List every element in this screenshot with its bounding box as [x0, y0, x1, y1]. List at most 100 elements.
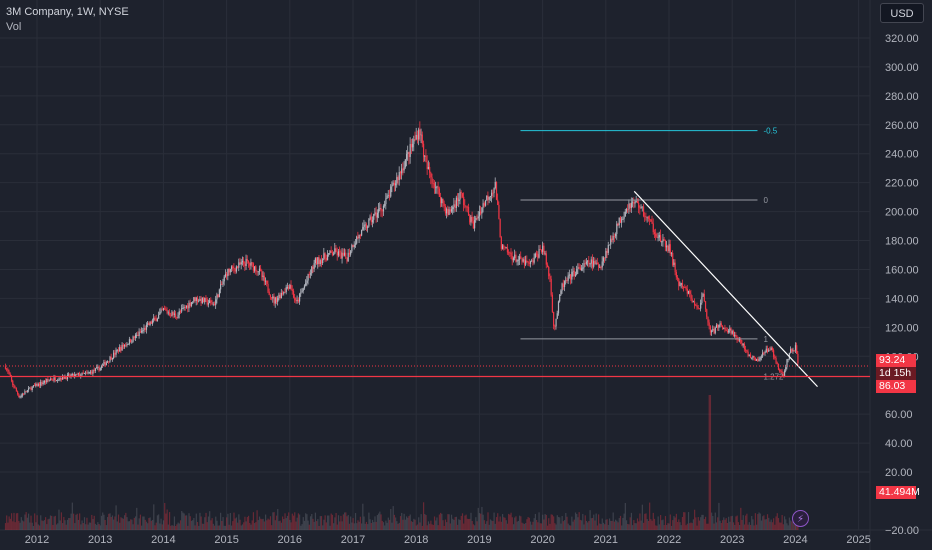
- volume-bar: [94, 523, 97, 530]
- volume-bar: [714, 512, 716, 530]
- candle-body: [85, 372, 87, 374]
- volume-bar: [234, 518, 236, 530]
- volume-bar: [700, 517, 702, 530]
- volume-bar: [108, 513, 110, 530]
- candle-body: [126, 344, 128, 346]
- volume-bar: [119, 522, 121, 530]
- volume-bar: [600, 524, 602, 530]
- candle-body: [619, 217, 622, 223]
- symbol-legend[interactable]: 3M Company, 1W, NYSE: [6, 6, 129, 18]
- volume-bar: [156, 515, 159, 530]
- volume-bar: [241, 524, 244, 530]
- candle-body: [380, 207, 382, 211]
- candle-body: [432, 183, 434, 185]
- lightning-icon[interactable]: ⚡︎: [792, 510, 809, 527]
- volume-bar: [426, 525, 428, 530]
- volume-bar: [40, 515, 42, 530]
- volume-bar: [687, 512, 690, 530]
- candle-body: [120, 347, 122, 351]
- volume-bar: [34, 513, 36, 530]
- volume-bar: [659, 515, 662, 530]
- candle-body: [407, 152, 409, 154]
- candle-body: [555, 318, 557, 327]
- volume-bar: [651, 520, 653, 530]
- candle-body: [610, 238, 612, 245]
- candle-body: [602, 257, 605, 262]
- candle-body: [600, 267, 602, 269]
- candle-body: [736, 336, 738, 340]
- candle-body: [143, 327, 145, 331]
- candle-body: [42, 382, 44, 385]
- candle-body: [230, 266, 233, 270]
- candle-body: [223, 276, 225, 282]
- volume-bar: [721, 520, 724, 530]
- volume-bar: [260, 518, 262, 530]
- candle-body: [695, 305, 697, 307]
- candle-body: [291, 289, 293, 291]
- volume-bar: [215, 516, 217, 530]
- volume-bar: [639, 513, 641, 530]
- volume-bar: [653, 518, 656, 530]
- volume-bar: [85, 524, 87, 530]
- candle-body: [707, 316, 709, 323]
- volume-bar: [196, 522, 199, 530]
- volume-bar: [53, 516, 55, 530]
- volume-bar: [694, 509, 696, 530]
- candle-body: [237, 266, 239, 268]
- volume-bar: [379, 511, 381, 530]
- price-tick-label: 40.00: [885, 438, 913, 450]
- volume-bar: [561, 516, 563, 530]
- volume-bar: [594, 520, 596, 530]
- candle-body: [659, 235, 662, 242]
- candle-body: [525, 260, 527, 265]
- candle-body: [443, 203, 445, 207]
- candle-body: [205, 298, 207, 299]
- volume-bar: [562, 521, 564, 530]
- currency-button[interactable]: USD: [880, 3, 924, 23]
- volume-bar: [577, 517, 579, 530]
- volume-bar: [718, 502, 720, 530]
- volume-legend[interactable]: Vol: [6, 21, 22, 33]
- volume-bar: [771, 522, 774, 530]
- candle-body: [45, 380, 47, 383]
- volume-bar: [275, 515, 278, 530]
- volume-bar: [570, 525, 572, 530]
- candle-body: [249, 263, 251, 266]
- candle-body: [384, 204, 386, 206]
- candle-body: [247, 261, 250, 264]
- candle-body: [68, 374, 70, 376]
- candle-body: [459, 192, 461, 200]
- volume-bar: [333, 523, 335, 530]
- volume-bar: [373, 522, 375, 530]
- candle-body: [404, 159, 406, 168]
- volume-bar: [415, 525, 417, 530]
- price-tick-label: 320.00: [885, 33, 919, 45]
- volume-bar: [731, 515, 733, 530]
- candle-body: [331, 252, 334, 255]
- volume-bar: [245, 521, 247, 530]
- volume-bar: [106, 517, 109, 530]
- volume-bar: [786, 523, 788, 530]
- candle-body: [441, 198, 443, 204]
- candle-body: [463, 196, 465, 206]
- volume-bar: [334, 517, 336, 530]
- volume-bar: [758, 512, 760, 530]
- volume-bar: [689, 523, 691, 530]
- volume-bar: [104, 519, 106, 530]
- candle-body: [677, 277, 679, 279]
- volume-bar: [181, 510, 183, 530]
- volume-bar: [308, 524, 310, 530]
- candle-body: [268, 291, 270, 295]
- candle-body: [777, 363, 780, 370]
- volume-bar: [398, 522, 400, 530]
- price-tick-label: 60.00: [885, 409, 913, 421]
- volume-bar: [698, 520, 701, 530]
- candle-body: [421, 134, 423, 144]
- volume-bar: [732, 522, 735, 530]
- volume-bar: [550, 514, 552, 530]
- volume-bar: [52, 524, 54, 530]
- candle-body: [776, 362, 778, 364]
- volume-bar: [463, 523, 465, 530]
- candle-body: [229, 269, 231, 273]
